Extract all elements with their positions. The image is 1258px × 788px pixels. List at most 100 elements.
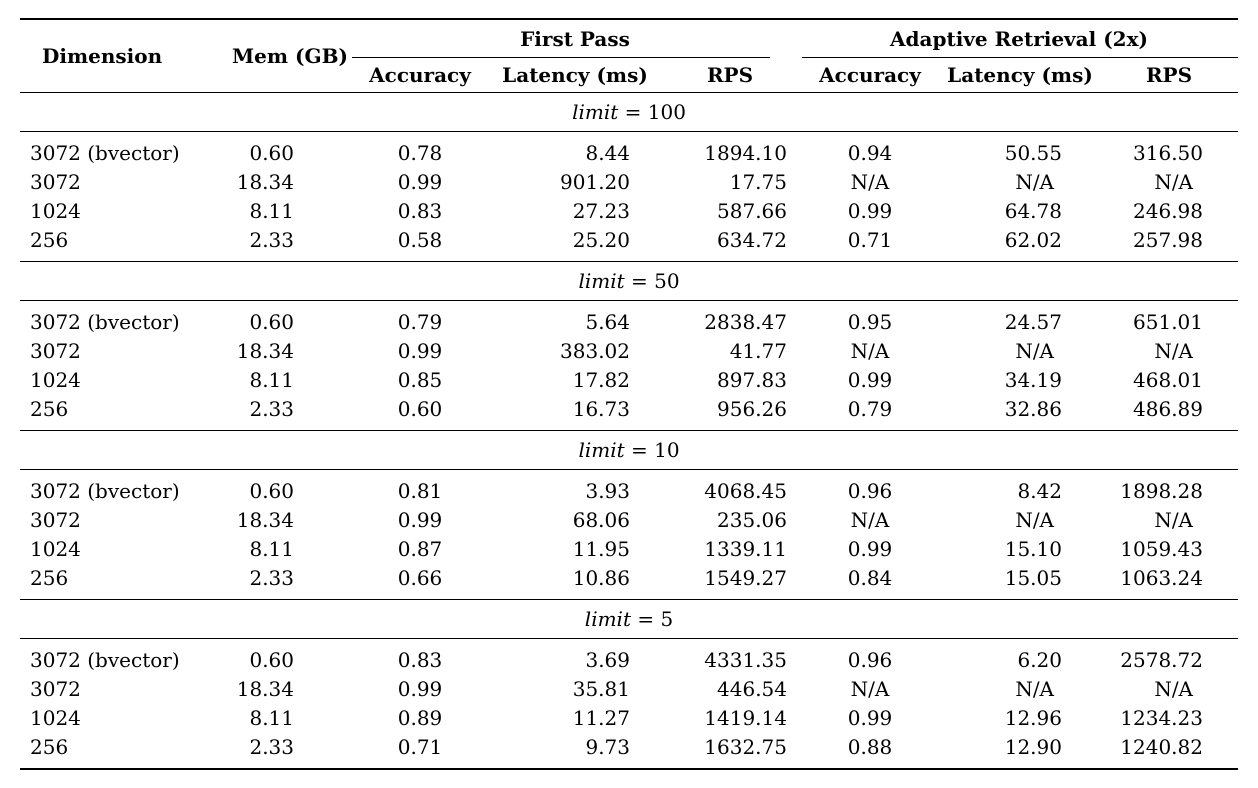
column-header-mem: Mem (GB) [230, 19, 350, 93]
metric-cell: 16.73 [572, 396, 630, 421]
metric-cell: 1059.43 [1120, 536, 1203, 561]
table-row: 3072 (bvector) 0.60 0.78 8.44 1894.10 0.94 50.… [20, 132, 1238, 168]
metric-cell: 41.77 [729, 338, 787, 363]
metric-cell: N/A [850, 169, 890, 194]
column-header-ar-latency: Latency (ms) [940, 58, 1100, 93]
metric-cell: N/A [850, 338, 890, 363]
metric-cell: 2.33 [249, 227, 294, 252]
metric-cell: N/A [1015, 676, 1054, 701]
metric-cell: 8.11 [249, 536, 294, 561]
dimension-cell: 1024 [30, 198, 81, 223]
dimension-cell: 3072 (bvector) [30, 478, 180, 503]
table-row: 1024 8.11 0.85 17.82 897.83 0.99 34.19 468.01 [20, 365, 1238, 394]
column-header-fp-accuracy: Accuracy [350, 58, 490, 93]
metric-cell: N/A [850, 507, 890, 532]
metric-cell: 0.71 [397, 734, 443, 759]
metric-cell: 17.82 [572, 367, 630, 392]
limit-variable: limit [578, 269, 625, 293]
metric-cell: 0.88 [847, 734, 893, 759]
metric-cell: 0.58 [397, 227, 443, 252]
metric-cell: 8.11 [249, 198, 294, 223]
metric-cell: 246.98 [1133, 198, 1203, 223]
table-row: 1024 8.11 0.89 11.27 1419.14 0.99 12.96 1234.23 [20, 703, 1238, 732]
metric-cell: 383.02 [560, 338, 630, 363]
metric-cell: N/A [1015, 169, 1054, 194]
metric-cell: 12.90 [1004, 734, 1062, 759]
metric-cell: 897.83 [717, 367, 787, 392]
metric-cell: 486.89 [1133, 396, 1203, 421]
metric-cell: 468.01 [1133, 367, 1203, 392]
metric-cell: 18.34 [236, 169, 294, 194]
metric-cell: 0.83 [397, 647, 443, 672]
column-header-fp-rps: RPS [660, 58, 800, 93]
limit-variable: limit [578, 438, 625, 462]
metric-cell: 3.93 [585, 478, 630, 503]
metric-cell: 11.27 [572, 705, 630, 730]
metric-cell: 64.78 [1004, 198, 1062, 223]
table-row: 3072 (bvector) 0.60 0.81 3.93 4068.45 0.96 8.4… [20, 470, 1238, 506]
metric-cell: 2.33 [249, 396, 294, 421]
metric-cell: 1898.28 [1120, 478, 1203, 503]
table-body: limit = 100 3072 (bvector) 0.60 0.78 8.44 189… [20, 92, 1238, 770]
metric-cell: 3.69 [585, 647, 630, 672]
dimension-cell: 1024 [30, 367, 81, 392]
table-row: 3072 18.34 0.99 68.06 235.06 N/A N/A N/A [20, 505, 1238, 534]
table-header: Dimension Mem (GB) First Pass Adaptive R… [20, 19, 1238, 93]
metric-cell: 0.84 [847, 565, 893, 590]
metric-cell: 34.19 [1004, 367, 1062, 392]
metric-cell: 8.44 [585, 140, 630, 165]
metric-cell: 2838.47 [704, 309, 787, 334]
metric-cell: 956.26 [717, 396, 787, 421]
column-header-ar-rps: RPS [1100, 58, 1238, 93]
metric-cell: 0.79 [847, 396, 893, 421]
table-row: 256 2.33 0.71 9.73 1632.75 0.88 12.90 1240.82 [20, 732, 1238, 769]
dimension-cell: 3072 [30, 507, 81, 532]
section-heading-limit-10: limit = 10 [20, 430, 1238, 470]
metric-cell: 235.06 [717, 507, 787, 532]
metric-cell: 8.42 [1017, 478, 1062, 503]
metric-cell: N/A [1154, 676, 1193, 701]
metric-cell: 27.23 [572, 198, 630, 223]
metric-cell: 901.20 [560, 169, 630, 194]
section-heading-limit-100: limit = 100 [20, 92, 1238, 132]
metric-cell: 1549.27 [704, 565, 787, 590]
metric-cell: 1419.14 [704, 705, 787, 730]
metric-cell: 0.78 [397, 140, 443, 165]
metric-cell: 446.54 [717, 676, 787, 701]
metric-cell: 35.81 [572, 676, 630, 701]
metric-cell: 24.57 [1004, 309, 1062, 334]
section-heading-label: limit = 50 [20, 261, 1238, 301]
metric-cell: 18.34 [236, 338, 294, 363]
table-row: 3072 18.34 0.99 35.81 446.54 N/A N/A N/A [20, 674, 1238, 703]
metric-cell: 651.01 [1133, 309, 1203, 334]
metric-cell: 257.98 [1133, 227, 1203, 252]
metric-cell: 5.64 [585, 309, 630, 334]
metric-cell: 0.95 [847, 309, 893, 334]
metric-cell: 25.20 [572, 227, 630, 252]
metric-cell: 0.96 [847, 478, 893, 503]
metric-cell: 1240.82 [1120, 734, 1203, 759]
table-row: 1024 8.11 0.83 27.23 587.66 0.99 64.78 246.98 [20, 196, 1238, 225]
table-row: 3072 (bvector) 0.60 0.79 5.64 2838.47 0.95 24.… [20, 301, 1238, 337]
metric-cell: 0.99 [397, 676, 443, 701]
metric-cell: 0.99 [397, 169, 443, 194]
dimension-cell: 3072 (bvector) [30, 647, 180, 672]
metric-cell: 587.66 [717, 198, 787, 223]
limit-variable: limit [584, 607, 631, 631]
dimension-cell: 256 [30, 734, 69, 759]
table-row: 256 2.33 0.60 16.73 956.26 0.79 32.86 486.89 [20, 394, 1238, 431]
dimension-cell: 256 [30, 396, 69, 421]
metric-cell: 0.60 [249, 647, 294, 672]
metric-cell: 0.60 [249, 309, 294, 334]
metric-cell: 0.99 [847, 705, 893, 730]
limit-value: = 5 [631, 607, 674, 631]
metric-cell: 0.99 [397, 338, 443, 363]
metric-cell: 0.66 [397, 565, 443, 590]
column-group-first-pass: First Pass [350, 19, 800, 58]
benchmark-table: Dimension Mem (GB) First Pass Adaptive R… [20, 18, 1238, 770]
dimension-cell: 3072 [30, 676, 81, 701]
metric-cell: 2.33 [249, 565, 294, 590]
metric-cell: 4331.35 [704, 647, 787, 672]
section-heading-limit-50: limit = 50 [20, 261, 1238, 301]
dimension-cell: 3072 (bvector) [30, 140, 180, 165]
